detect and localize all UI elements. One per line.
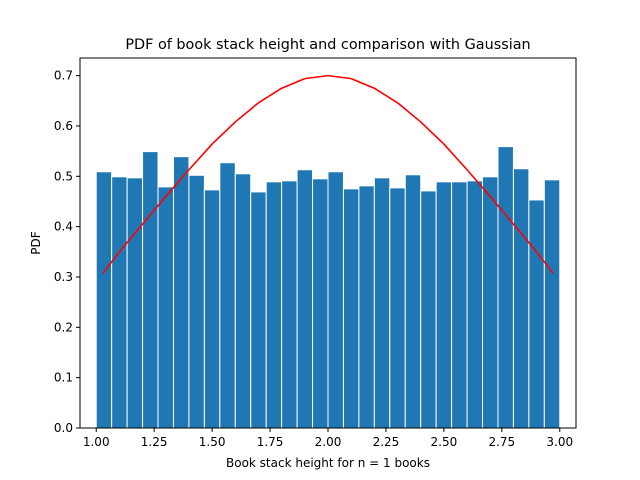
x-axis-label: Book stack height for n = 1 books bbox=[226, 456, 430, 470]
histogram-bars bbox=[95, 146, 561, 429]
x-tick-label: 2.25 bbox=[373, 435, 400, 449]
histogram-bar bbox=[172, 156, 190, 429]
histogram-bar bbox=[312, 178, 329, 429]
histogram-bar bbox=[528, 199, 545, 429]
histogram-bar bbox=[543, 179, 561, 429]
histogram-bar bbox=[466, 180, 484, 429]
histogram-bar bbox=[420, 190, 437, 429]
histogram-bar bbox=[188, 174, 205, 429]
y-axis-ticks: 0.0 0.1 0.2 0.3 0.4 0.5 0.6 0.7 bbox=[54, 69, 80, 435]
histogram-bar bbox=[157, 186, 174, 429]
histogram-bar bbox=[482, 176, 499, 429]
gaussian-curve bbox=[102, 74, 554, 274]
histogram-bar bbox=[342, 188, 360, 429]
histogram-bar bbox=[404, 174, 422, 429]
x-tick-label: 2.75 bbox=[488, 435, 515, 449]
histogram-bar bbox=[358, 185, 375, 429]
histogram-bar bbox=[250, 191, 267, 429]
x-tick-label: 1.00 bbox=[83, 435, 110, 449]
chart-title: PDF of book stack height and comparison … bbox=[125, 37, 530, 53]
y-tick-label: 0.2 bbox=[54, 320, 73, 334]
x-tick-label: 1.25 bbox=[141, 435, 168, 449]
y-axis-label: PDF bbox=[29, 231, 43, 254]
histogram-bar bbox=[296, 169, 314, 429]
x-tick-label: 1.50 bbox=[199, 435, 226, 449]
y-tick-label: 0.6 bbox=[54, 119, 73, 133]
histogram-bar bbox=[111, 176, 128, 429]
y-tick-label: 0.5 bbox=[54, 169, 73, 183]
y-tick-label: 0.0 bbox=[54, 421, 73, 435]
y-tick-label: 0.4 bbox=[54, 220, 73, 234]
x-tick-label: 3.00 bbox=[546, 435, 573, 449]
histogram-bar bbox=[281, 180, 298, 429]
histogram-bar bbox=[373, 177, 391, 429]
x-axis-ticks: 1.00 1.25 1.50 1.75 2.00 2.25 2.50 2.75 3.00 bbox=[83, 428, 573, 449]
x-tick-label: 1.75 bbox=[257, 435, 284, 449]
histogram-bar bbox=[451, 181, 468, 429]
histogram-bar bbox=[95, 171, 113, 429]
histogram-bar bbox=[219, 162, 236, 429]
histogram-bar bbox=[126, 177, 144, 429]
histogram-bar bbox=[497, 146, 514, 429]
histogram-bar bbox=[234, 173, 252, 429]
y-tick-label: 0.7 bbox=[54, 69, 73, 83]
histogram-bar bbox=[142, 151, 159, 429]
histogram-bar bbox=[265, 181, 283, 429]
x-tick-label: 2.00 bbox=[315, 435, 342, 449]
gaussian-curve-group bbox=[102, 74, 554, 274]
y-tick-label: 0.3 bbox=[54, 270, 73, 284]
histogram-bar bbox=[435, 181, 453, 429]
histogram-bar bbox=[389, 187, 406, 429]
x-tick-label: 2.50 bbox=[431, 435, 458, 449]
histogram-bar bbox=[327, 171, 344, 429]
histogram-bar bbox=[512, 168, 530, 429]
y-tick-label: 0.1 bbox=[54, 371, 73, 385]
histogram-bar bbox=[203, 189, 221, 429]
